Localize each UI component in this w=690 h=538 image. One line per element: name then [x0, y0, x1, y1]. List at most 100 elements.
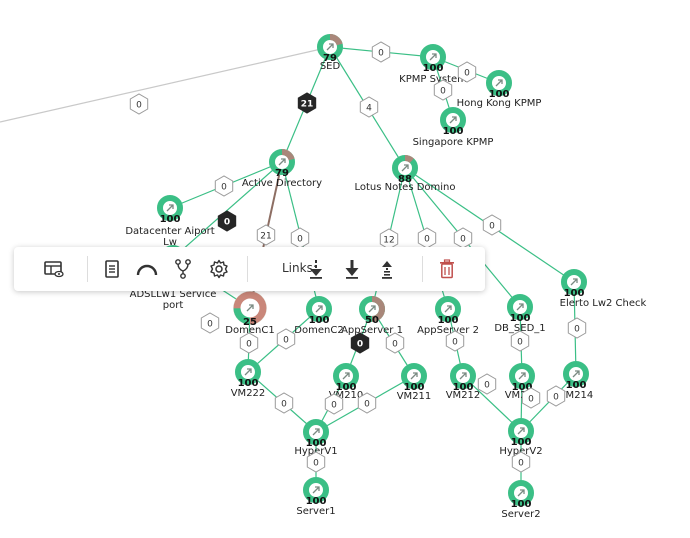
edge-offscreen_left-to-sed[interactable] — [0, 46, 331, 123]
node-type-icon — [517, 427, 525, 435]
edge-badge[interactable]: 0 — [274, 392, 294, 414]
edge-badge[interactable]: 0 — [214, 175, 234, 197]
dashboard-view-icon[interactable] — [42, 257, 66, 281]
link-up-dashed-icon[interactable] — [375, 257, 399, 281]
node-value: 100 — [404, 382, 425, 393]
edge-badge[interactable]: 0 — [521, 387, 541, 409]
edge-badge[interactable]: 0 — [445, 330, 465, 352]
edge-badge-value: 0 — [484, 381, 490, 391]
edge-badge-value: 0 — [440, 87, 446, 97]
edge-badge-value: 0 — [207, 320, 213, 330]
edge-badge[interactable]: 0 — [306, 451, 326, 473]
edge-badge[interactable]: 0 — [510, 330, 530, 352]
edge-badge[interactable]: 0 — [350, 332, 370, 354]
edge-badge[interactable]: 12 — [379, 228, 399, 250]
node-hyperv1[interactable]: 100HyperV1 — [294, 419, 338, 457]
branch-icon[interactable] — [171, 257, 195, 281]
node-type-icon — [570, 278, 578, 286]
edge-badge[interactable]: 0 — [276, 328, 296, 350]
node-status-arc — [371, 296, 385, 322]
edge-badge-value: 0 — [364, 400, 370, 410]
node-value: 100 — [511, 499, 532, 510]
node-toolbar: Links: — [14, 247, 485, 291]
edge-badge[interactable]: 0 — [453, 227, 473, 249]
edge-badge[interactable]: 0 — [371, 41, 391, 63]
edge-adsllw1-to-active_directory[interactable] — [172, 161, 283, 259]
edge-badge[interactable]: 4 — [359, 96, 379, 118]
edge-badge[interactable]: 0 — [129, 93, 149, 115]
node-type-icon — [315, 305, 323, 313]
node-label: Hong Kong KPMP — [457, 98, 542, 109]
edge-badge[interactable]: 0 — [511, 451, 531, 473]
node-type-icon — [517, 489, 525, 497]
delete-icon[interactable] — [435, 257, 459, 281]
node-value: 100 — [336, 382, 357, 393]
link-down-solid-icon[interactable] — [340, 257, 364, 281]
edge-badge[interactable]: 0 — [546, 385, 566, 407]
node-label: Datacenter Aiport — [125, 226, 214, 237]
edge-badge[interactable]: 0 — [385, 332, 405, 354]
edge-badge[interactable]: 0 — [433, 79, 453, 101]
edge-badge[interactable]: 0 — [357, 392, 377, 414]
edge-badge-value: 0 — [331, 401, 337, 411]
node-value: 100 — [309, 315, 330, 326]
node-label: VM212 — [446, 390, 481, 401]
edge-hyperv2-to-vm212[interactable] — [462, 375, 522, 432]
edge-hyperv2-to-vm214[interactable] — [520, 373, 577, 432]
arc-layout-icon[interactable] — [135, 257, 159, 281]
edge-badge[interactable]: 0 — [417, 227, 437, 249]
links-label: Links: — [282, 261, 317, 275]
node-label: Lw — [163, 237, 177, 248]
report-icon[interactable] — [100, 257, 124, 281]
edge-badge[interactable]: 0 — [290, 227, 310, 249]
edge-badge[interactable]: 0 — [239, 332, 259, 354]
edge-badge-value: 0 — [460, 235, 466, 245]
node-type-icon — [368, 305, 376, 313]
edge-badge[interactable]: 0 — [200, 312, 220, 334]
node-label: AppServer 2 — [417, 325, 479, 336]
edge-badge[interactable]: 0 — [482, 214, 502, 236]
node-type-icon — [444, 305, 452, 313]
edge-badge[interactable]: 0 — [457, 61, 477, 83]
node-label: SED — [320, 61, 341, 72]
edge-badge-value: 0 — [221, 183, 227, 193]
edge-badge[interactable]: 21 — [297, 92, 317, 114]
node-type-icon — [401, 164, 409, 172]
edge-badge[interactable]: 0 — [567, 317, 587, 339]
edge-badge[interactable]: 0 — [324, 393, 344, 415]
node-label: ADSLLw1 Service — [130, 289, 217, 300]
edge-badge[interactable]: 21 — [256, 224, 276, 246]
edge-badge-value: 4 — [366, 104, 372, 114]
edge-badge[interactable]: 0 — [217, 210, 237, 232]
edge-badge-value: 0 — [392, 340, 398, 350]
node-type-icon — [459, 372, 467, 380]
node-hyperv2[interactable]: 100HyperV2 — [499, 418, 543, 457]
node-label: Lotus Notes Domino — [354, 182, 455, 193]
node-label: DB_SED_1 — [494, 323, 545, 334]
settings-icon[interactable] — [207, 257, 231, 281]
link-down-dashed-icon[interactable] — [304, 257, 328, 281]
node-value: 100 — [160, 214, 181, 225]
edge-badge[interactable]: 0 — [477, 373, 497, 395]
